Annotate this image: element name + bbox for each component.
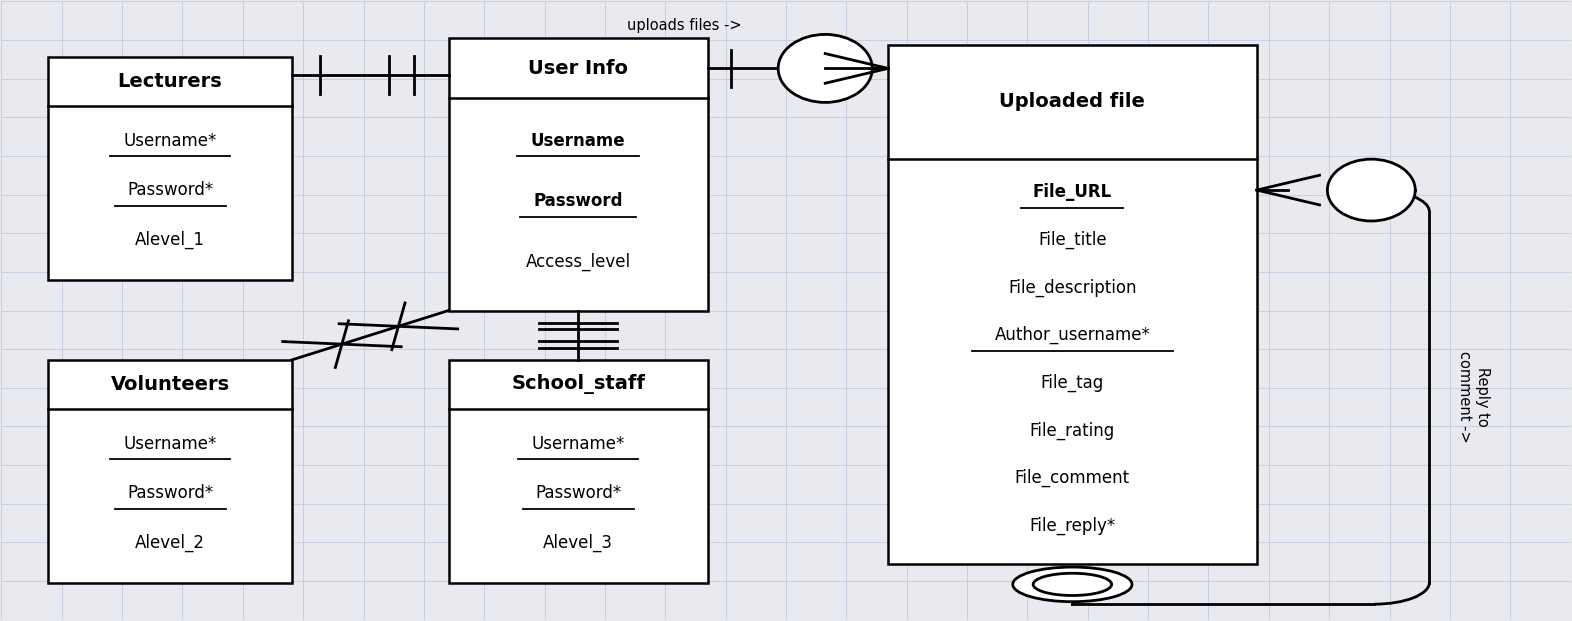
Text: School_staff: School_staff (511, 374, 645, 394)
Text: Alevel_3: Alevel_3 (542, 533, 613, 552)
Text: Username*: Username* (123, 132, 217, 150)
Text: File_comment: File_comment (1016, 469, 1130, 487)
Text: Reply to
comment ->: Reply to comment -> (1457, 351, 1490, 443)
Text: Alevel_1: Alevel_1 (135, 231, 204, 249)
Text: File_reply*: File_reply* (1030, 517, 1116, 535)
Text: Alevel_2: Alevel_2 (135, 533, 204, 552)
Text: Volunteers: Volunteers (110, 375, 230, 394)
Bar (448, 39, 707, 310)
Text: Username*: Username* (531, 435, 624, 453)
Ellipse shape (1033, 573, 1111, 596)
Text: Author_username*: Author_username* (995, 326, 1151, 345)
Text: File_URL: File_URL (1033, 183, 1111, 201)
Text: File_tag: File_tag (1041, 374, 1104, 392)
Text: Username*: Username* (123, 435, 217, 453)
Text: Password: Password (533, 193, 623, 211)
Bar (888, 45, 1256, 564)
Ellipse shape (778, 34, 872, 102)
Bar (448, 360, 707, 582)
Text: Access_level: Access_level (525, 253, 630, 271)
Text: File_title: File_title (1038, 231, 1107, 249)
Ellipse shape (1327, 159, 1415, 221)
Text: Uploaded file: Uploaded file (1000, 93, 1146, 111)
Text: Password*: Password* (127, 484, 214, 502)
Text: Lecturers: Lecturers (118, 72, 223, 91)
Text: File_description: File_description (1008, 278, 1137, 297)
Text: Password*: Password* (534, 484, 621, 502)
Text: Username: Username (531, 132, 626, 150)
Text: uploads files ->: uploads files -> (627, 17, 742, 33)
Ellipse shape (1012, 567, 1132, 602)
Bar (49, 57, 292, 279)
Text: Password*: Password* (127, 181, 214, 199)
Text: User Info: User Info (528, 59, 629, 78)
Bar (49, 360, 292, 582)
Text: File_rating: File_rating (1030, 422, 1115, 440)
